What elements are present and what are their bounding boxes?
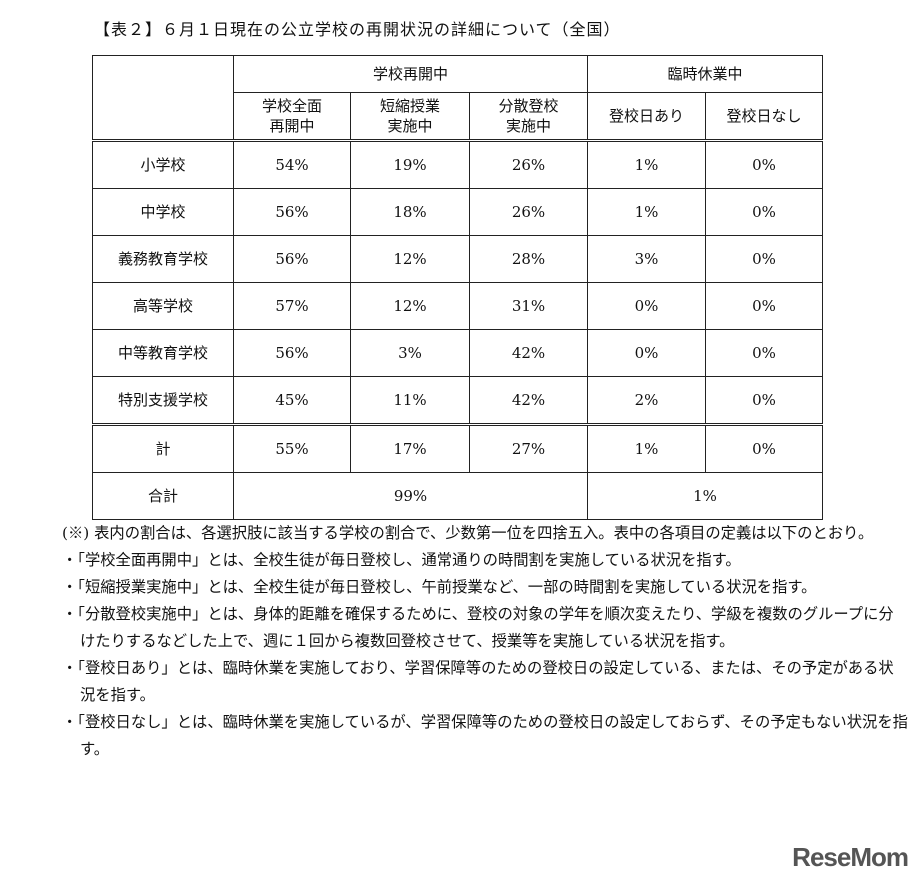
cell: 1%	[587, 424, 706, 473]
cell: 17%	[350, 424, 470, 473]
row-label: 中等教育学校	[92, 329, 234, 377]
cell: 18%	[350, 188, 470, 236]
group-header: 学校再開中	[233, 55, 588, 93]
cell: 57%	[233, 282, 351, 330]
header-row-group: 学校再開中 臨時休業中	[92, 55, 823, 142]
note-item: ・「登校日なし」とは、臨時休業を実施しているが、学習保障等のための登校日の設定し…	[62, 713, 908, 758]
cell: 0%	[705, 424, 823, 473]
table-row: 中等教育学校 56% 3% 42% 0% 0%	[92, 329, 823, 377]
cell: 0%	[705, 140, 823, 189]
table-row: 義務教育学校 56% 12% 28% 3% 0%	[92, 235, 823, 283]
cell: 0%	[705, 235, 823, 283]
cell: 26%	[469, 140, 588, 189]
row-label: 小学校	[92, 140, 234, 189]
cell: 1%	[587, 472, 823, 520]
note-main: (※) 表内の割合は、各選択肢に該当する学校の割合で、少数第一位を四捨五入。表中…	[62, 524, 874, 542]
table-row: 中学校 56% 18% 26% 1% 0%	[92, 188, 823, 236]
cell: 42%	[469, 376, 588, 426]
table-row: 特別支援学校 45% 11% 42% 2% 0%	[92, 376, 823, 426]
cell: 28%	[469, 235, 588, 283]
cell: 0%	[705, 329, 823, 377]
cell: 0%	[705, 188, 823, 236]
note-item: ・「登校日あり」とは、臨時休業を実施しており、学習保障等のための登校日の設定して…	[62, 659, 894, 704]
group-header: 臨時休業中	[587, 55, 823, 93]
cell: 55%	[233, 424, 351, 473]
resemom-logo: ReseMom	[792, 842, 909, 872]
cell: 12%	[350, 282, 470, 330]
sub-header: 登校日なし	[705, 92, 823, 142]
note-item: ・「学校全面再開中」とは、全校生徒が毎日登校し、通常通りの時間割を実施している状…	[62, 551, 741, 569]
subtotal-row: 計 55% 17% 27% 1% 0%	[92, 424, 823, 473]
cell: 3%	[587, 235, 706, 283]
cell: 56%	[233, 235, 351, 283]
note-item: ・「短縮授業実施中」とは、全校生徒が毎日登校し、午前授業など、一部の時間割を実施…	[62, 578, 817, 596]
cell: 45%	[233, 376, 351, 426]
row-label: 義務教育学校	[92, 235, 234, 283]
school-reopening-table: 学校再開中 臨時休業中 学校全面 再開中 短縮授業 実施中 分散登校 実施中 登…	[92, 55, 823, 520]
cell: 54%	[233, 140, 351, 189]
cell: 1%	[587, 140, 706, 189]
cell: 3%	[350, 329, 470, 377]
cell: 99%	[233, 472, 588, 520]
cell: 19%	[350, 140, 470, 189]
sub-header: 学校全面 再開中	[233, 92, 351, 142]
page-title: 【表２】６月１日現在の公立学校の再開状況の詳細について（全国）	[94, 20, 621, 39]
row-label: 中学校	[92, 188, 234, 236]
sub-header: 短縮授業 実施中	[350, 92, 470, 142]
note-item: ・「分散登校実施中」とは、身体的距離を確保するために、登校の対象の学年を順次変え…	[62, 605, 894, 650]
table-row: 小学校 54% 19% 26% 1% 0%	[92, 140, 823, 189]
cell: 0%	[587, 329, 706, 377]
cell: 56%	[233, 188, 351, 236]
row-label: 合計	[92, 472, 234, 520]
cell: 27%	[469, 424, 588, 473]
header-row-sub: 学校全面 再開中 短縮授業 実施中 分散登校 実施中 登校日あり 登校日なし	[93, 92, 823, 142]
cell: 12%	[350, 235, 470, 283]
cell: 56%	[233, 329, 351, 377]
cell: 0%	[705, 282, 823, 330]
cell: 0%	[705, 376, 823, 426]
cell: 2%	[587, 376, 706, 426]
row-label: 計	[92, 424, 234, 473]
cell: 31%	[469, 282, 588, 330]
cell: 1%	[587, 188, 706, 236]
total-row: 合計 99% 1%	[92, 472, 823, 520]
cell: 26%	[469, 188, 588, 236]
row-label: 特別支援学校	[92, 376, 234, 426]
row-label: 高等学校	[92, 282, 234, 330]
corner-cell	[92, 55, 234, 142]
cell: 11%	[350, 376, 470, 426]
table-row: 高等学校 57% 12% 31% 0% 0%	[92, 282, 823, 330]
sub-header: 分散登校 実施中	[469, 92, 588, 142]
sub-header: 登校日あり	[587, 92, 706, 142]
cell: 42%	[469, 329, 588, 377]
cell: 0%	[587, 282, 706, 330]
notes: (※) 表内の割合は、各選択肢に該当する学校の割合で、少数第一位を四捨五入。表中…	[62, 520, 908, 763]
